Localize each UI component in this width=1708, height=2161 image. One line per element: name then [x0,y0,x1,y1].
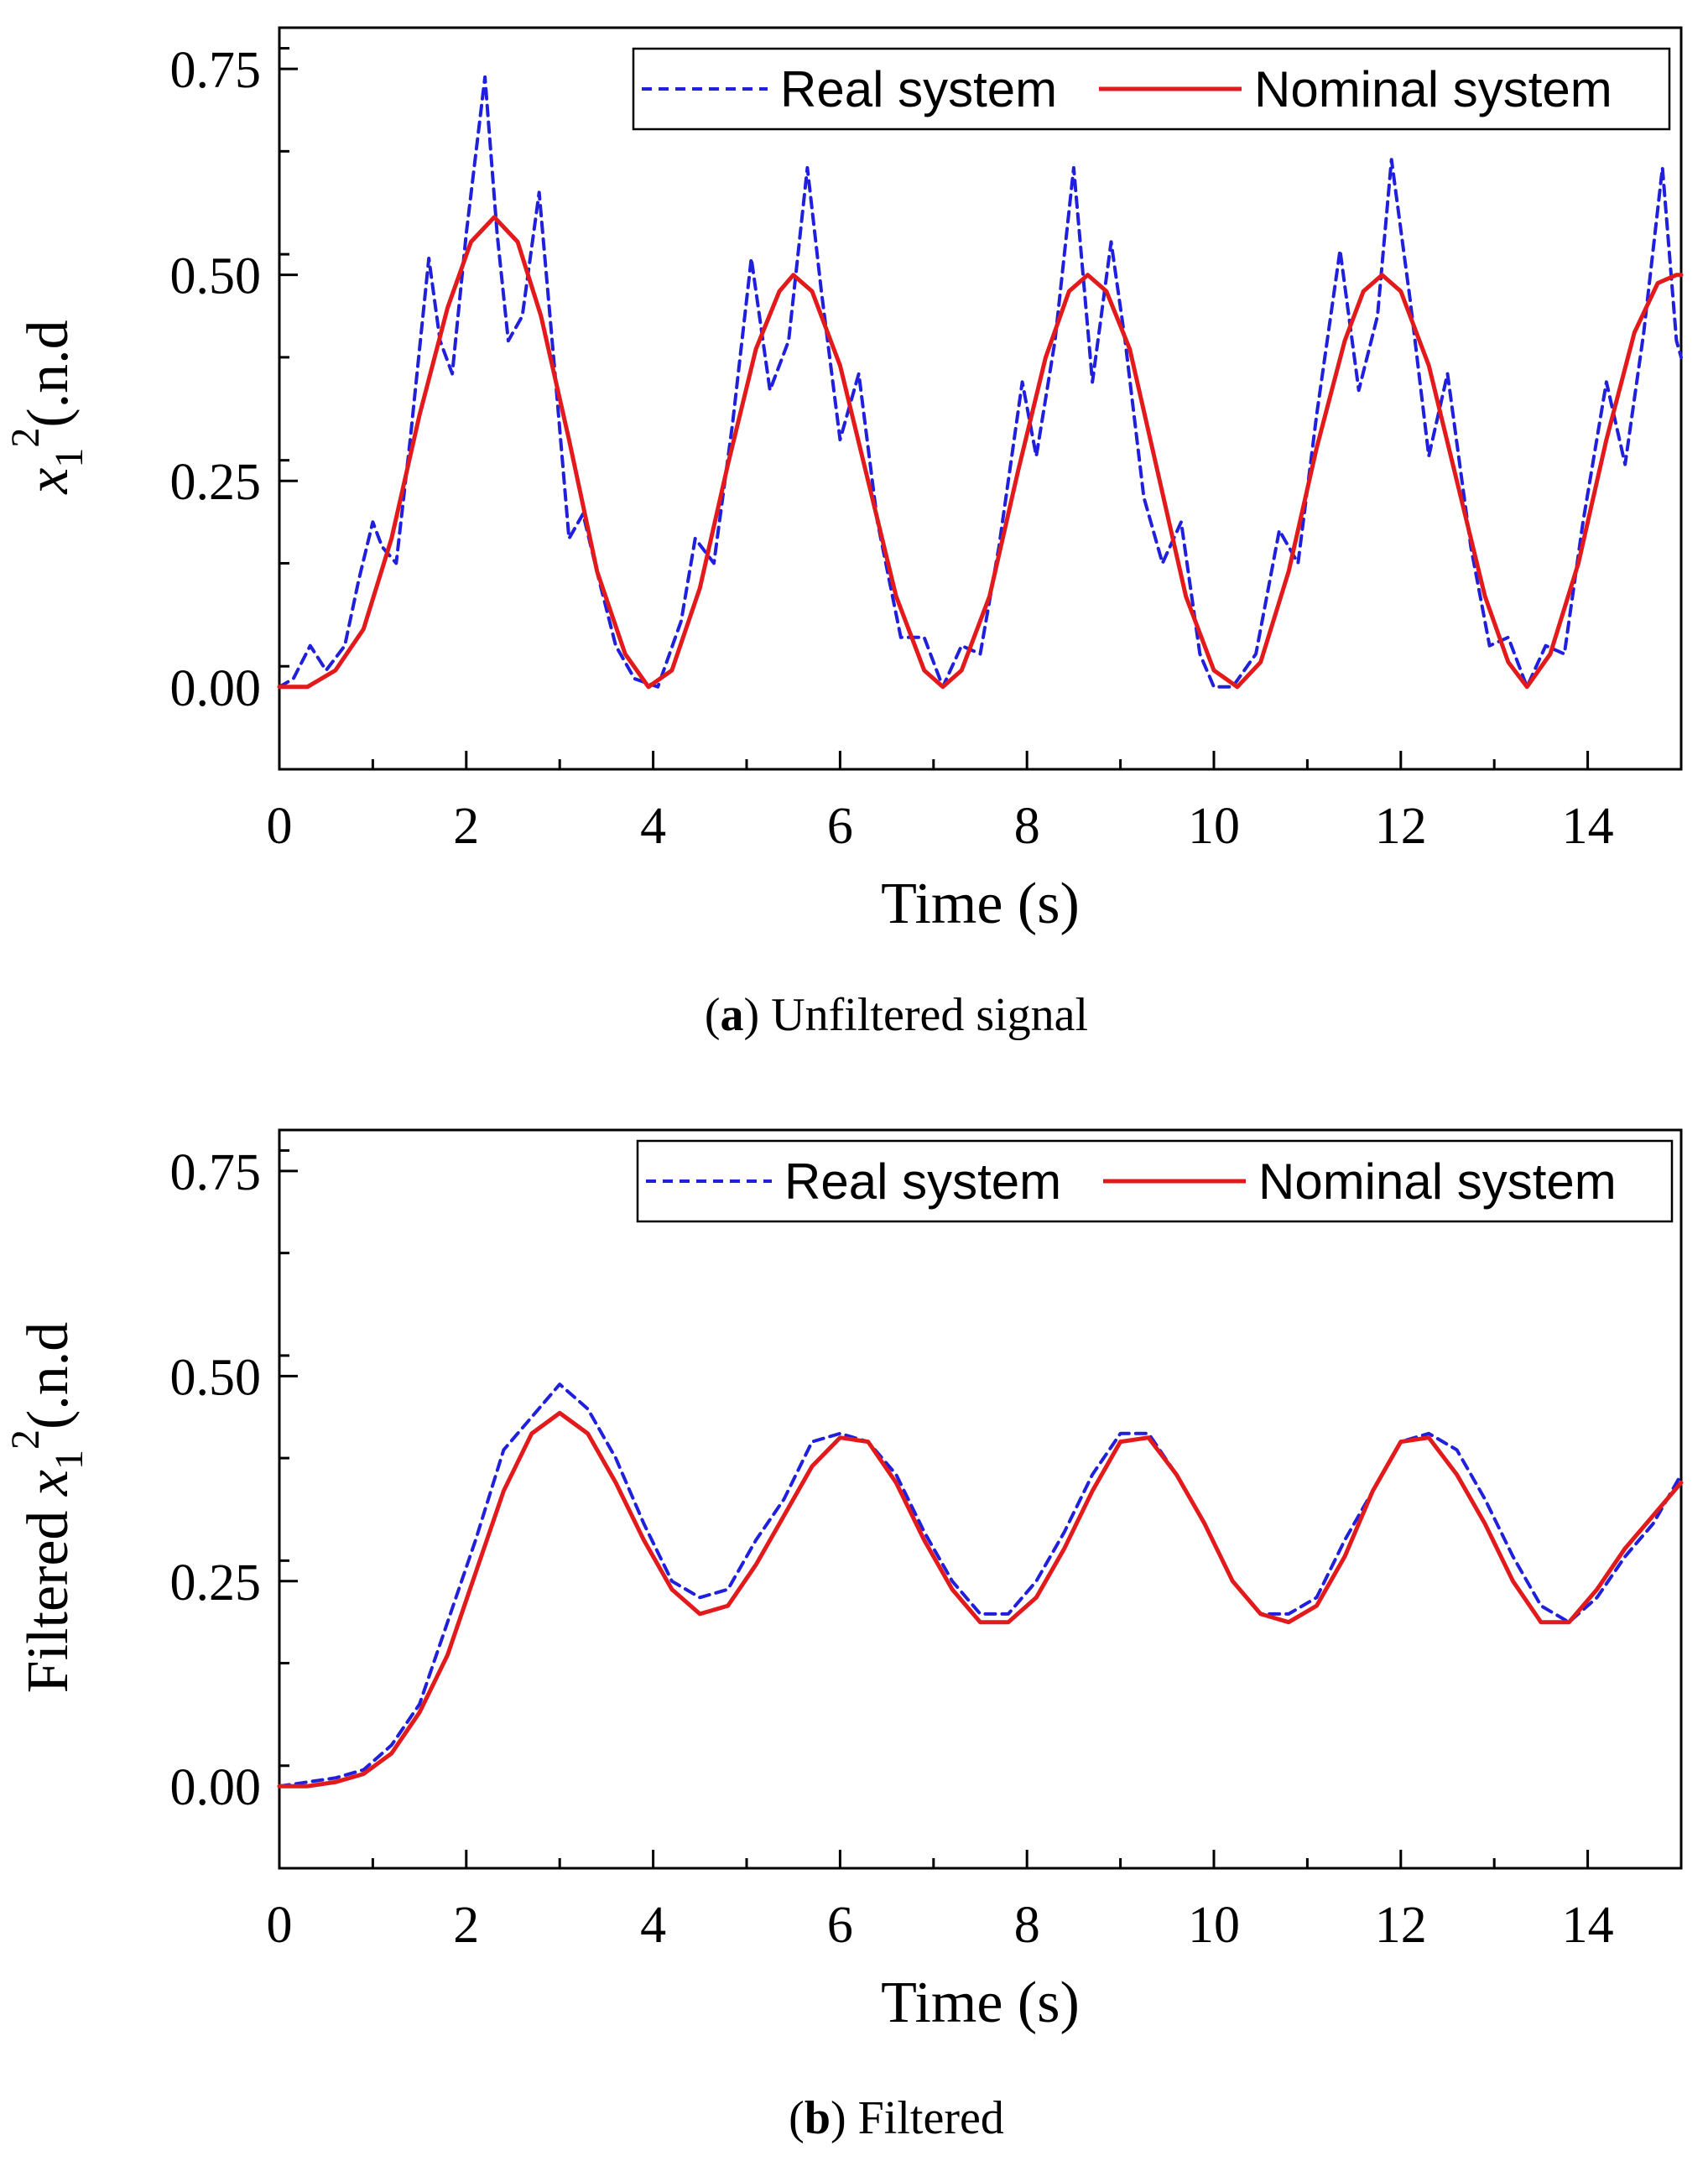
legend-real-system-label: Real system [784,1153,1061,1210]
x-tick-label: 12 [1375,798,1427,855]
caption-text: Filtered [858,2092,1004,2144]
legend: Real system Nominal system [632,47,1671,131]
legend-real-system-label: Real system [780,61,1057,117]
x-tick-label: 14 [1562,1897,1614,1954]
caption-letter: a [721,989,744,1041]
y-axis-title-prefix: Filtered [16,1496,81,1693]
x-tick-label: 4 [640,1897,666,1954]
y-tick-label: 0.50 [170,1349,262,1406]
x-tick-label: 0 [267,798,293,855]
y-axis-title-suffix: (.n.d [16,1322,81,1429]
y-tick-label: 0.50 [170,248,262,305]
caption-text: Unfiltered signal [771,989,1088,1041]
x-tick-label: 2 [453,798,479,855]
x-tick-label: 0 [267,1897,293,1954]
y-axis-title: Filtered x12(.n.d [3,1322,91,1694]
figure-caption: (a) Unfiltered signal [705,989,1088,1041]
y-axis-title: x12(.n.d [3,320,91,494]
legend: Real system Nominal system [636,1139,1674,1223]
x-tick-label: 6 [827,1897,853,1954]
series-real-system-line [278,1383,1683,1789]
series-nominal-system-line [277,215,1684,690]
x-tick-label: 10 [1188,1897,1240,1954]
x-tick-label: 8 [1014,1897,1040,1954]
chart-panel-a: 0 2 4 6 8 10 12 140.000.250.500.75 Real system No… [3,26,1684,1041]
y-axis-title-var: x [16,1470,81,1497]
caption-open-paren: ( [705,989,721,1041]
legend-nominal-system-label: Nominal system [1254,61,1612,117]
caption-close-paren: ) [744,989,772,1041]
y-tick-label: 0.25 [170,454,262,511]
x-tick-label: 14 [1562,798,1614,855]
series-real-system-line [278,75,1683,689]
y-axis-title-suffix: (.n.d [16,320,81,427]
chart-panel-b: 0 2 4 6 8 10 12 140.000.250.500.75 Real system No… [3,1128,1684,2144]
y-axis-title-sup: 2 [3,1429,48,1450]
legend-nominal-system-label: Nominal system [1258,1153,1617,1210]
caption-open-paren: ( [789,2092,805,2144]
x-axis-title: Time (s) [881,872,1080,936]
plot-frame [278,1128,1683,1870]
plot-frame [278,26,1683,771]
x-tick-label: 8 [1014,798,1040,855]
series-nominal-system-line [277,1410,1684,1789]
x-tick-label: 4 [640,798,666,855]
y-tick-label: 0.00 [170,1759,262,1816]
caption-close-paren: ) [831,2092,858,2144]
y-axis-title-var: x [16,468,81,495]
y-tick-label: 0.75 [170,1144,262,1201]
figure-caption: (b) Filtered [789,2092,1004,2144]
y-axis-title-sub: 1 [47,448,91,468]
y-tick-label: 0.25 [170,1554,262,1612]
y-axis-title-sub: 1 [47,1450,91,1470]
x-tick-label: 6 [827,798,853,855]
x-tick-label: 2 [453,1897,479,1954]
y-tick-label: 0.75 [170,42,262,99]
y-axis-title-sup: 2 [3,428,48,448]
caption-letter: b [805,2092,831,2144]
y-tick-label: 0.00 [170,660,262,717]
x-tick-label: 12 [1375,1897,1427,1954]
x-tick-label: 10 [1188,798,1240,855]
x-axis-title: Time (s) [881,1971,1080,2035]
